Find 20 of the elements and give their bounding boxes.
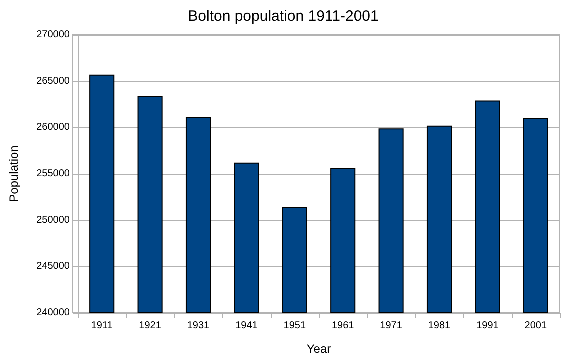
y-tick-label: 255000 — [36, 168, 70, 180]
y-tick-label: 250000 — [36, 214, 70, 226]
x-tick-label: 1911 — [91, 320, 114, 332]
y-axis-title: Population — [7, 146, 21, 202]
x-tick-label: 2001 — [524, 320, 548, 332]
y-tick-label: 265000 — [36, 76, 70, 87]
chart-title: Bolton population 1911-2001 — [188, 8, 379, 25]
x-tick-label: 1961 — [332, 320, 355, 332]
x-tick-label: 1931 — [187, 320, 210, 332]
y-tick-label: 270000 — [36, 30, 70, 40]
y-tick-label: 245000 — [36, 261, 70, 272]
y-tick-label: 240000 — [36, 308, 70, 318]
x-tick-label: 1921 — [139, 320, 162, 332]
y-tick-label: 260000 — [36, 122, 70, 134]
x-tick-label: 1981 — [428, 320, 452, 332]
x-tick-label: 1941 — [236, 320, 258, 332]
x-tick-label: 1951 — [284, 320, 306, 332]
x-tick-label: 1991 — [476, 320, 500, 332]
x-axis-title: Year — [306, 342, 332, 356]
x-tick-label: 1971 — [380, 320, 403, 332]
